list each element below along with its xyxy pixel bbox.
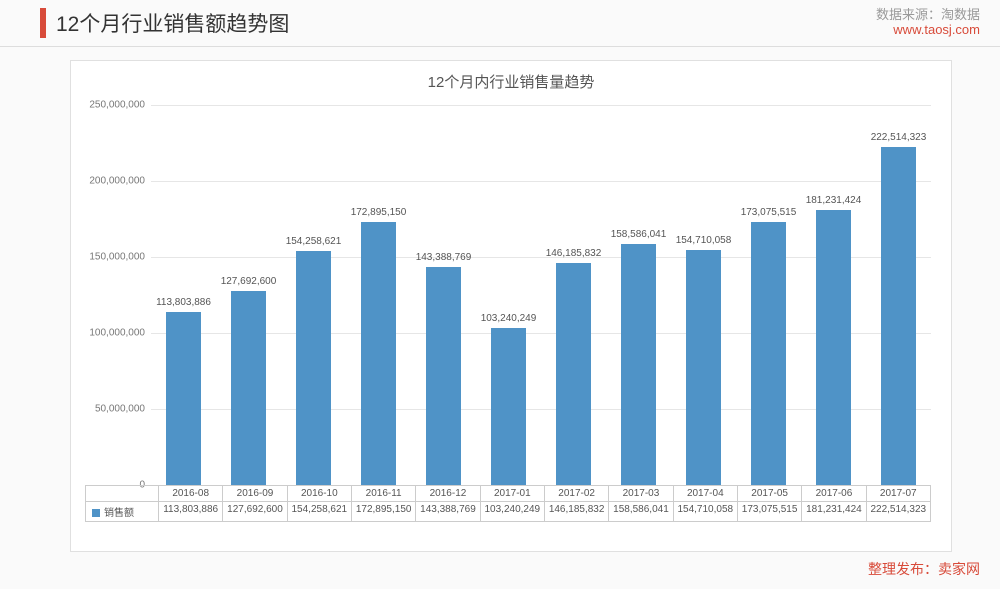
bar-value-label: 103,240,249 xyxy=(481,313,537,328)
data-table: 2016-082016-092016-102016-112016-122017-… xyxy=(85,485,931,522)
legend-swatch xyxy=(92,509,100,517)
table-row-header: 销售额 xyxy=(86,502,159,522)
bars-container: 113,803,886 127,692,600 154,258,621 172,895… xyxy=(151,105,931,485)
page-title: 12个月行业销售额趋势图 xyxy=(56,8,289,38)
bar-value-label: 172,895,150 xyxy=(351,207,407,222)
bar: 127,692,600 xyxy=(231,291,267,485)
table-cell: 2017-02 xyxy=(545,486,609,502)
data-source-url[interactable]: www.taosj.com xyxy=(893,22,980,37)
table-cell: 154,258,621 xyxy=(288,502,352,522)
table-cell: 2016-11 xyxy=(352,486,416,502)
y-tick-label: 100,000,000 xyxy=(89,328,151,339)
bar-value-label: 113,803,886 xyxy=(156,297,211,312)
table-cell: 173,075,515 xyxy=(738,502,802,522)
table-cell: 2016-09 xyxy=(223,486,287,502)
table-cell: 2017-07 xyxy=(867,486,931,502)
bar-value-label: 154,258,621 xyxy=(286,236,342,251)
table-row-header xyxy=(86,486,159,502)
table-cell: 127,692,600 xyxy=(223,502,287,522)
bar: 146,185,832 xyxy=(556,263,592,485)
bar-value-label: 181,231,424 xyxy=(806,195,862,210)
bar-value-label: 222,514,323 xyxy=(871,132,927,147)
table-cell: 2017-03 xyxy=(609,486,673,502)
bar: 222,514,323 xyxy=(881,147,917,485)
table-cell: 113,803,886 xyxy=(159,502,223,522)
table-row-categories: 2016-082016-092016-102016-112016-122017-… xyxy=(85,485,931,502)
header-divider xyxy=(0,46,1000,47)
bar-value-label: 173,075,515 xyxy=(741,207,797,222)
plot-area: 050,000,000100,000,000150,000,000200,000… xyxy=(151,105,931,485)
table-cell: 2017-04 xyxy=(674,486,738,502)
table-cell: 2017-05 xyxy=(738,486,802,502)
bar: 113,803,886 xyxy=(166,312,202,485)
data-source-label: 数据来源：淘数据 xyxy=(876,4,980,23)
y-tick-label: 50,000,000 xyxy=(95,404,151,415)
bar-value-label: 127,692,600 xyxy=(221,276,277,291)
bar: 103,240,249 xyxy=(491,328,527,485)
table-cell: 146,185,832 xyxy=(545,502,609,522)
table-cell: 181,231,424 xyxy=(802,502,866,522)
header: 12个月行业销售额趋势图 数据来源：淘数据 www.taosj.com xyxy=(0,0,1000,56)
table-cell: 2016-10 xyxy=(288,486,352,502)
table-cell: 158,586,041 xyxy=(609,502,673,522)
y-tick-label: 250,000,000 xyxy=(89,100,151,111)
footer-credit: 整理发布：卖家网 xyxy=(868,559,980,579)
bar-value-label: 158,586,041 xyxy=(611,229,667,244)
bar-value-label: 146,185,832 xyxy=(546,248,602,263)
accent-bar xyxy=(40,8,46,38)
table-cell: 2016-08 xyxy=(159,486,223,502)
chart-title: 12个月内行业销售量趋势 xyxy=(71,71,951,92)
table-cell: 222,514,323 xyxy=(867,502,931,522)
table-cell: 143,388,769 xyxy=(416,502,480,522)
bar: 154,258,621 xyxy=(296,251,332,485)
bar-value-label: 154,710,058 xyxy=(676,235,732,250)
bar-value-label: 143,388,769 xyxy=(416,252,472,267)
table-cell: 2016-12 xyxy=(416,486,480,502)
bar: 154,710,058 xyxy=(686,250,722,485)
bar: 158,586,041 xyxy=(621,244,657,485)
table-cell: 154,710,058 xyxy=(674,502,738,522)
bar: 173,075,515 xyxy=(751,222,787,485)
table-cell: 103,240,249 xyxy=(481,502,545,522)
table-cell: 2017-01 xyxy=(481,486,545,502)
chart-card: 12个月内行业销售量趋势 050,000,000100,000,000150,0… xyxy=(70,60,952,552)
y-tick-label: 150,000,000 xyxy=(89,252,151,263)
table-row-values: 销售额113,803,886127,692,600154,258,621172,… xyxy=(85,502,931,522)
bar: 172,895,150 xyxy=(361,222,397,485)
bar: 143,388,769 xyxy=(426,267,462,485)
table-cell: 172,895,150 xyxy=(352,502,416,522)
bar: 181,231,424 xyxy=(816,210,852,485)
table-cell: 2017-06 xyxy=(802,486,866,502)
y-tick-label: 200,000,000 xyxy=(89,176,151,187)
